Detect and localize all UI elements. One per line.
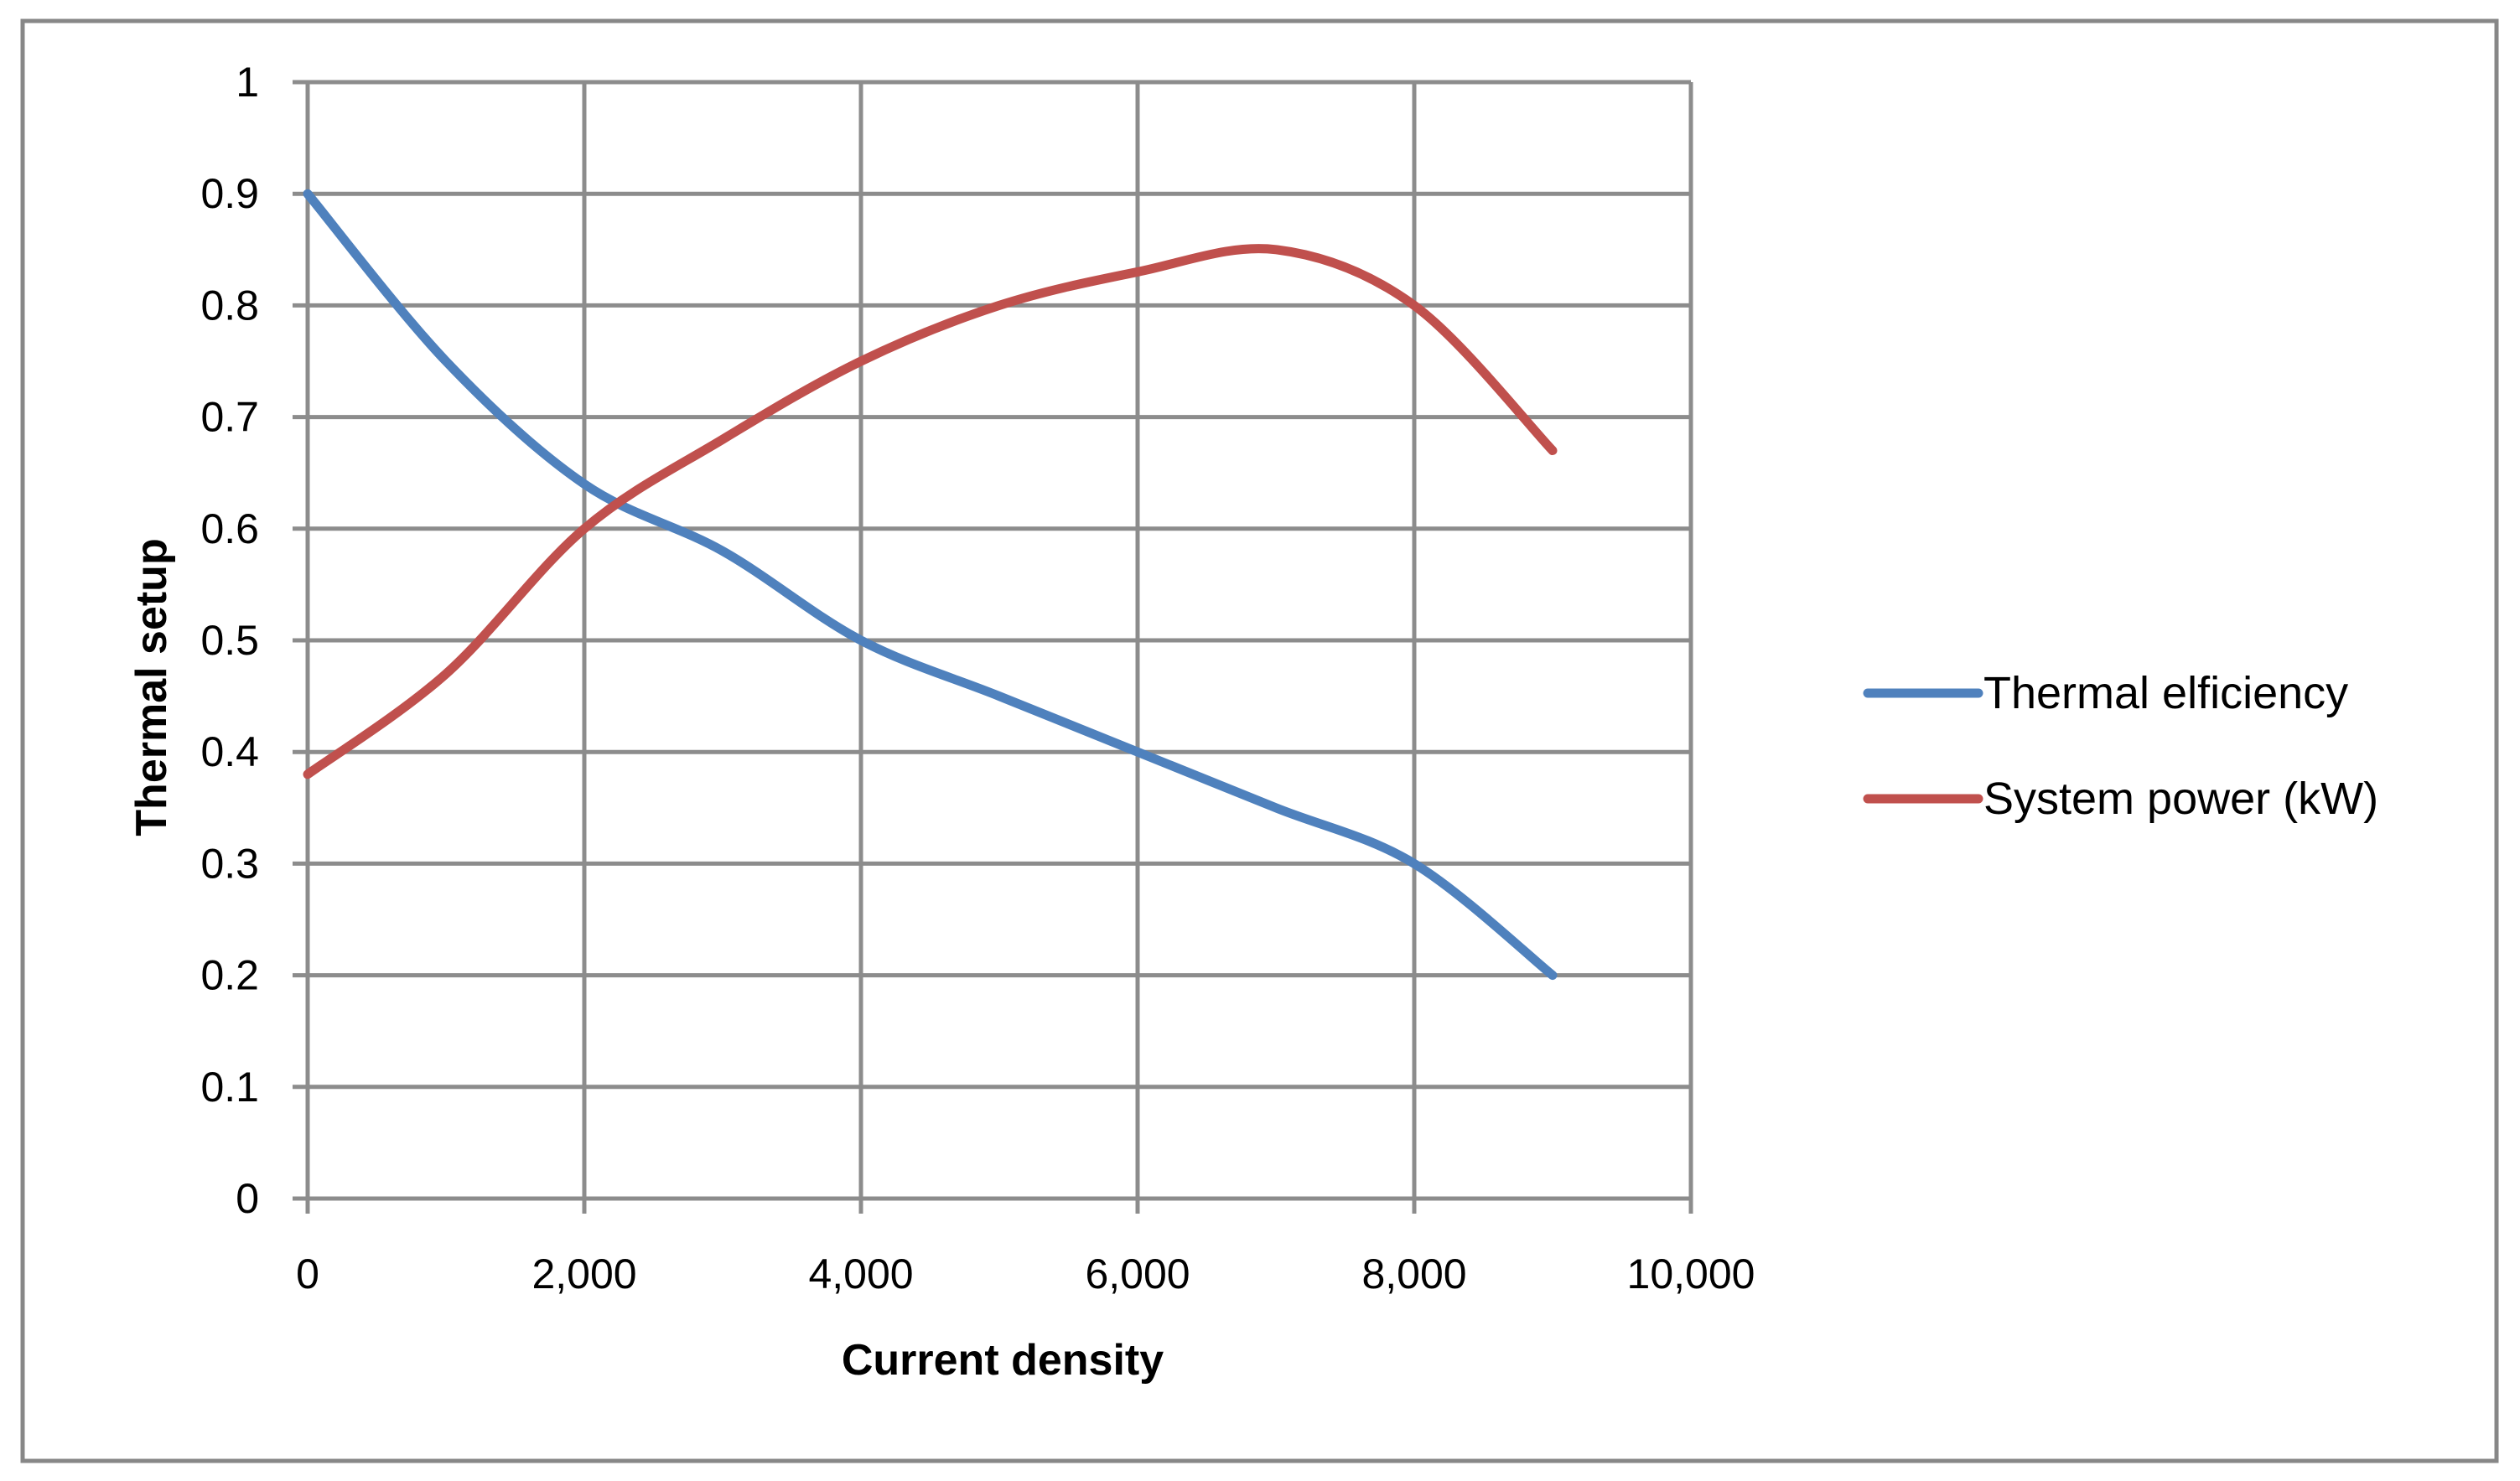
series-line-1 [303, 189, 1558, 981]
y-tick-label: 0.8 [200, 282, 259, 329]
series-lines [303, 189, 1558, 981]
x-tick-label: 0 [296, 1251, 319, 1297]
x-tick-label: 8,000 [1361, 1251, 1466, 1297]
y-tick-label: 0.9 [200, 170, 259, 217]
legend-label-2: System power (kW) [1983, 774, 2378, 824]
x-tick-label: 2,000 [531, 1251, 636, 1297]
x-tick-label: 4,000 [808, 1251, 913, 1297]
grid [308, 80, 1693, 1199]
y-tick-label: 0.2 [200, 952, 259, 999]
legend-label-1: Thermal elficiency [1983, 668, 2348, 718]
y-tick-label: 0.1 [200, 1064, 259, 1111]
tick-labels: 0 0.1 0.2 0.3 0.4 0.5 0.6 0.7 0.8 0.9 1 0 2,000 4,000… [200, 59, 1755, 1297]
legend: Thermal elficiency System power (kW) [1863, 668, 2378, 824]
y-axis-title: Thermal setup [127, 538, 176, 836]
y-tick-label: 0 [236, 1175, 259, 1222]
y-tick-label: 0.6 [200, 505, 259, 552]
x-tick-label: 10,000 [1627, 1251, 1755, 1297]
x-axis-title: Current density [842, 1336, 1164, 1385]
axes [293, 80, 1693, 1214]
y-tick-label: 0.5 [200, 617, 259, 664]
y-tick-label: 0.3 [200, 840, 259, 887]
y-tick-label: 0.4 [200, 728, 259, 775]
y-tick-label: 1 [236, 59, 259, 106]
y-tick-label: 0.7 [200, 394, 259, 441]
series-line-2 [303, 244, 1558, 779]
chart-border [20, 18, 2499, 1463]
x-tick-label: 6,000 [1085, 1251, 1190, 1297]
